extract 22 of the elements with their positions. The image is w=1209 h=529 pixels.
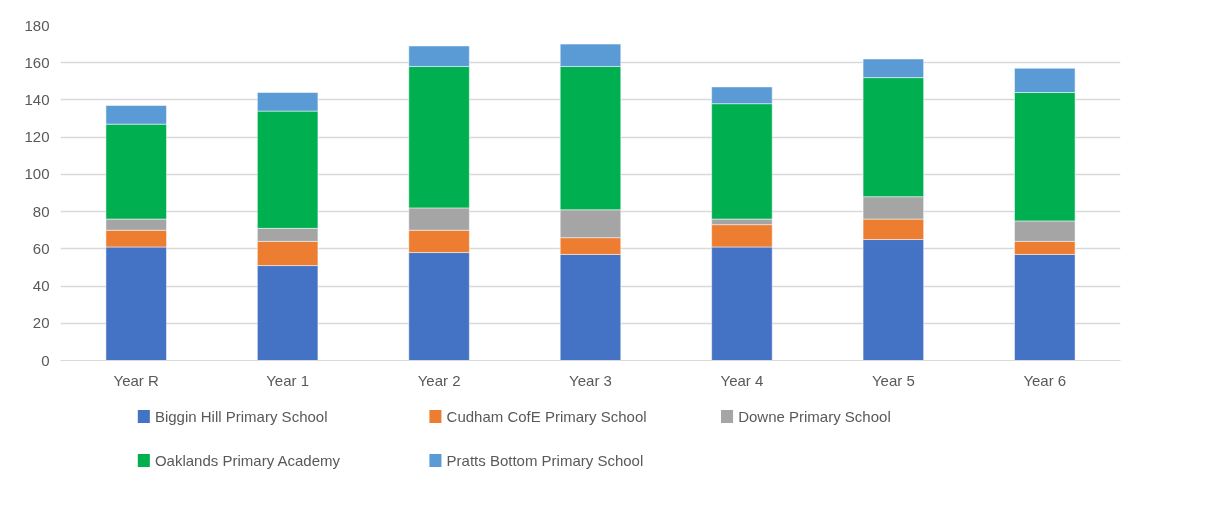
y-tick-label: 120	[24, 128, 50, 146]
legend-label: Cudham CofE Primary School	[446, 408, 647, 425]
y-tick-label: 160	[24, 53, 50, 71]
x-tick-label: Year 4	[720, 371, 764, 389]
legend-label: Downe Primary School	[738, 408, 891, 425]
x-tick-label: Year 6	[1023, 371, 1067, 389]
y-tick-label: 100	[24, 165, 50, 183]
y-tick-label: 20	[32, 314, 50, 332]
x-tick-label: Year R	[113, 371, 160, 389]
y-tick-label: 0	[41, 351, 50, 369]
legend-label: Oaklands Primary Academy	[154, 452, 341, 469]
x-tick-label: Year 5	[871, 371, 915, 389]
x-tick-label: Year 3	[569, 371, 612, 389]
x-tick-label: Year 1	[266, 371, 310, 389]
y-tick-label: 140	[24, 90, 50, 108]
legend-label: Pratts Bottom Primary School	[446, 452, 644, 469]
y-tick-label: 60	[32, 239, 50, 257]
legend-label: Biggin Hill Primary School	[154, 408, 328, 425]
y-tick-label: 180	[24, 16, 50, 34]
y-tick-label: 80	[32, 202, 50, 220]
x-tick-label: Year 2	[417, 371, 461, 389]
y-tick-label: 40	[32, 277, 50, 295]
